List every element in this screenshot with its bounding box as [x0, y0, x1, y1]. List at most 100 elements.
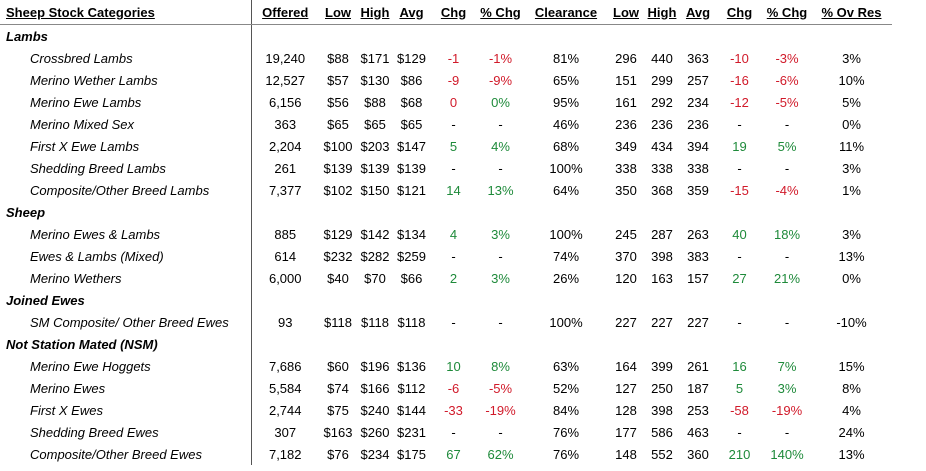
table-cell: $175 — [397, 446, 426, 462]
table-cell: 52% — [552, 380, 580, 396]
empty-cell — [477, 201, 524, 223]
table-cell: 128 — [615, 402, 637, 418]
table-cell: 10% — [838, 72, 865, 88]
table-cell: 2 — [449, 270, 458, 286]
category-name: Merino Ewes & Lambs — [0, 223, 252, 245]
table-cell: 0% — [842, 270, 861, 286]
table-cell: -19% — [771, 402, 803, 418]
empty-cell — [811, 201, 892, 223]
table-cell: $144 — [397, 402, 426, 418]
table-cell: -58 — [730, 402, 749, 418]
table-cell: $118 — [397, 314, 426, 330]
table-row: Composite/Other Breed Ewes 7,182 $76 $234 $1… — [0, 443, 892, 465]
table-cell: 363 — [687, 50, 709, 66]
table-cell: $65 — [327, 116, 349, 132]
empty-cell — [393, 201, 430, 223]
table-cell: $260 — [360, 424, 390, 440]
empty-cell — [680, 333, 716, 355]
table-cell: 5,584 — [268, 380, 302, 396]
table-cell: 187 — [687, 380, 709, 396]
table-cell: 350 — [615, 182, 637, 198]
empty-cell — [680, 25, 716, 48]
empty-cell — [430, 201, 477, 223]
table-cell: - — [451, 424, 456, 440]
table-cell: 151 — [615, 72, 637, 88]
table-cell: $74 — [327, 380, 349, 396]
empty-cell — [524, 289, 608, 311]
table-cell: - — [784, 160, 790, 176]
empty-cell — [251, 201, 319, 223]
table-cell: - — [784, 248, 790, 264]
table-cell: -5% — [775, 94, 799, 110]
table-cell: 236 — [687, 116, 709, 132]
empty-cell — [393, 25, 430, 48]
column-header: High — [357, 0, 393, 25]
table-cell: 10 — [446, 358, 461, 374]
table-row: SM Composite/ Other Breed Ewes 93 $118 $118… — [0, 311, 892, 333]
table-cell: $282 — [360, 248, 390, 264]
table-cell: - — [737, 116, 742, 132]
empty-cell — [393, 289, 430, 311]
column-header: Avg — [393, 0, 430, 25]
table-row: Merino Ewes & Lambs 885 $129 $142 $134 4 3% 100… — [0, 223, 892, 245]
column-header: % Ov Res — [811, 0, 892, 25]
table-cell: -1 — [447, 50, 460, 66]
table-cell: 236 — [615, 116, 637, 132]
table-cell: 4 — [449, 226, 458, 242]
table-cell: $142 — [360, 226, 390, 242]
table-cell: 6,156 — [268, 94, 302, 110]
table-cell: -15 — [730, 182, 749, 198]
table-cell: 74% — [552, 248, 580, 264]
section-title: Sheep — [0, 201, 252, 223]
category-name: Composite/Other Breed Lambs — [0, 179, 252, 201]
column-header: Clearance — [524, 0, 608, 25]
table-cell: 349 — [615, 138, 637, 154]
table-cell: - — [498, 424, 503, 440]
empty-cell — [524, 25, 608, 48]
column-header: Offered — [251, 0, 319, 25]
table-cell: 586 — [651, 424, 673, 440]
table-cell: 14 — [446, 182, 461, 198]
empty-cell — [251, 25, 319, 48]
table-cell: $139 — [360, 160, 390, 176]
empty-cell — [680, 289, 716, 311]
category-name: Shedding Breed Lambs — [0, 157, 252, 179]
table-cell: $118 — [324, 314, 352, 330]
table-cell: 7,182 — [268, 446, 302, 462]
table-cell: 287 — [651, 226, 673, 242]
table-cell: $136 — [397, 358, 426, 374]
table-cell: 65% — [552, 72, 580, 88]
empty-cell — [524, 333, 608, 355]
table-cell: 127 — [615, 380, 637, 396]
empty-cell — [319, 289, 357, 311]
table-cell: 463 — [687, 424, 709, 440]
table-cell: 3% — [842, 50, 861, 66]
table-cell: 84% — [552, 402, 580, 418]
header-row: Sheep Stock Categories Offered Low High Avg C… — [0, 0, 892, 25]
table-cell: $232 — [323, 248, 353, 264]
table-cell: 19 — [732, 138, 747, 154]
table-cell: -19% — [485, 402, 516, 418]
table-cell: 398 — [651, 248, 673, 264]
table-cell: $196 — [360, 358, 390, 374]
empty-cell — [763, 201, 811, 223]
category-name: Merino Mixed Sex — [0, 113, 252, 135]
table-cell: 245 — [615, 226, 637, 242]
empty-cell — [644, 333, 680, 355]
table-cell: - — [498, 314, 503, 330]
table-cell: 0% — [842, 116, 861, 132]
table-cell: 7% — [777, 358, 797, 374]
table-cell: 307 — [274, 424, 297, 440]
table-cell: 1% — [842, 182, 861, 198]
table-cell: 93 — [278, 314, 293, 330]
table-cell: 440 — [651, 50, 673, 66]
table-cell: 100% — [549, 226, 583, 242]
table-cell: - — [737, 424, 742, 440]
table-cell: $70 — [364, 270, 386, 286]
table-cell: 4% — [491, 138, 510, 154]
table-cell: $65 — [400, 116, 423, 132]
column-header: % Chg — [477, 0, 524, 25]
table-cell: 236 — [651, 116, 673, 132]
table-cell: 5% — [842, 94, 861, 110]
table-cell: 148 — [615, 446, 637, 462]
